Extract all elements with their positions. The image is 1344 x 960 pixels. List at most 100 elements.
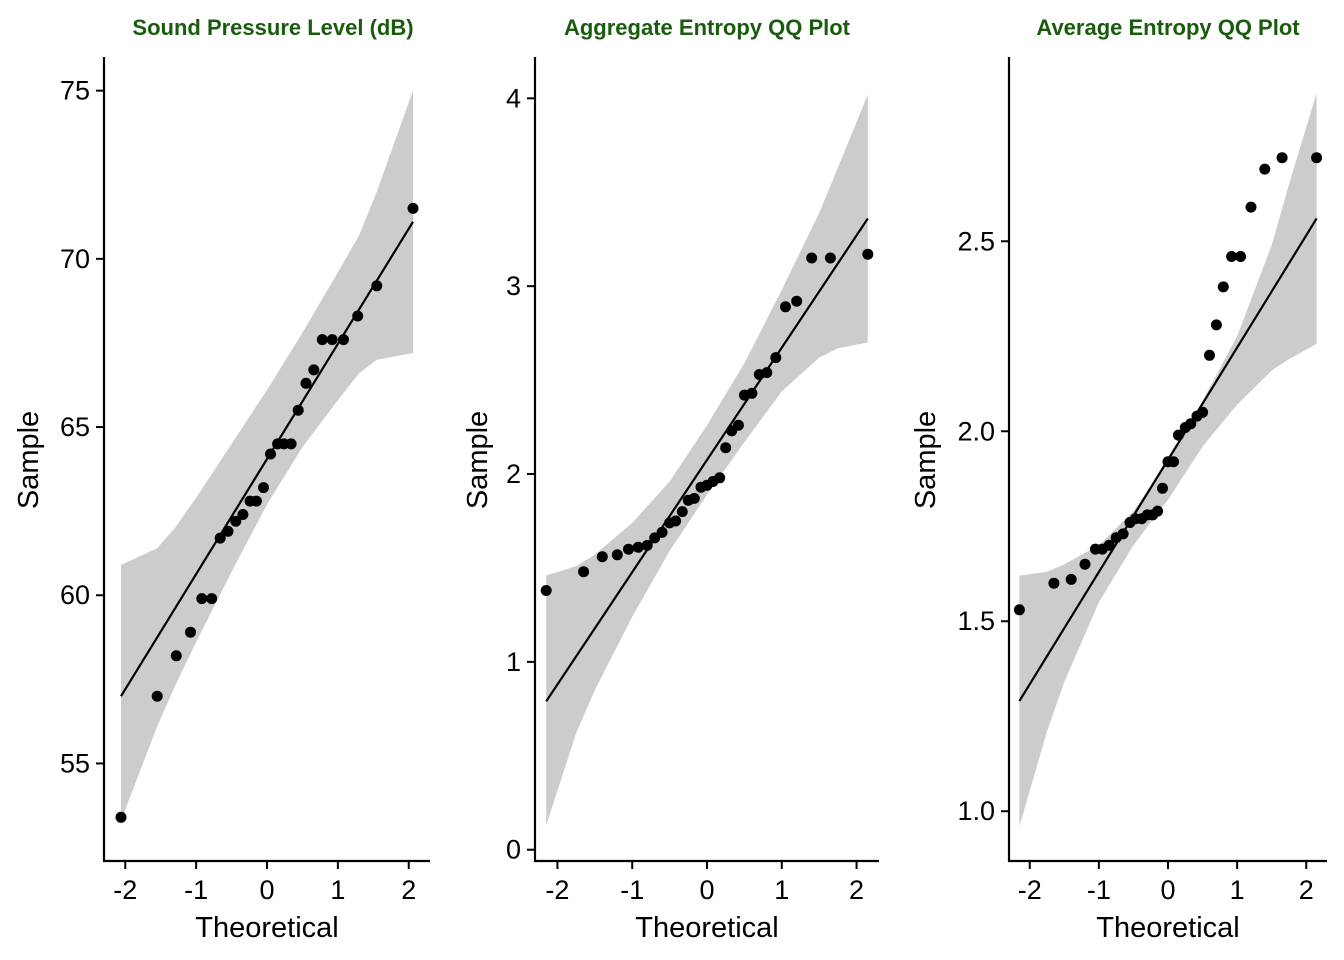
data-point	[670, 515, 682, 527]
y-tick-label: 1.5	[957, 606, 995, 636]
data-point	[300, 377, 312, 389]
x-tick-label: 0	[1160, 875, 1175, 905]
data-point	[352, 310, 364, 322]
panel-title: Sound Pressure Level (dB)	[132, 15, 413, 40]
data-point	[1013, 604, 1025, 616]
panel-aggregate-entropy: Aggregate Entropy QQ Plot Theoretical Sa…	[462, 15, 879, 944]
y-tick-label: 3	[506, 271, 521, 301]
data-point	[1157, 482, 1168, 494]
data-point	[326, 334, 338, 346]
x-tick-label: -1	[620, 875, 644, 905]
data-point	[230, 515, 242, 527]
data-point	[1235, 251, 1247, 262]
y-tick-label: 2	[506, 459, 521, 489]
y-axis-title: Sample	[910, 411, 942, 509]
x-tick-label: 2	[849, 875, 864, 905]
x-axis-title: Theoretical	[635, 912, 778, 944]
data-point	[285, 438, 297, 450]
data-point	[1245, 201, 1257, 213]
y-tick-label: 75	[60, 76, 90, 106]
data-point	[540, 585, 552, 596]
data-point	[265, 448, 276, 460]
data-point	[676, 506, 688, 518]
data-point	[1311, 152, 1323, 164]
data-point	[714, 472, 726, 484]
data-point	[316, 334, 328, 346]
data-point	[1259, 163, 1271, 175]
data-point	[688, 492, 700, 504]
data-point	[371, 280, 383, 292]
data-point	[578, 566, 590, 578]
x-tick-label: -1	[1087, 875, 1111, 905]
x-tick-label: -2	[1018, 875, 1042, 905]
y-tick-label: 65	[60, 412, 90, 442]
data-point	[641, 539, 653, 551]
x-axis-title: Theoretical	[195, 912, 338, 944]
x-tick-label: -1	[184, 875, 208, 905]
y-tick-label: 2.0	[957, 416, 995, 446]
data-point	[237, 509, 249, 520]
y-tick-label: 1	[506, 647, 521, 677]
data-point	[185, 626, 196, 638]
data-point	[1079, 558, 1091, 570]
reference-line	[545, 217, 869, 702]
x-axis-title: Theoretical	[1096, 912, 1239, 944]
data-point	[151, 690, 163, 702]
x-tick-label: 1	[1230, 875, 1245, 905]
data-point	[338, 334, 349, 346]
data-point	[308, 364, 320, 376]
data-point	[1276, 152, 1288, 164]
data-point	[214, 532, 226, 544]
data-point	[1103, 539, 1115, 551]
data-point	[780, 301, 791, 313]
x-tick-label: 0	[699, 875, 714, 905]
data-point	[632, 541, 644, 553]
panel-title: Aggregate Entropy QQ Plot	[564, 15, 851, 40]
y-tick-label: 4	[506, 83, 521, 113]
data-point	[196, 593, 208, 605]
data-point	[761, 367, 773, 379]
data-point	[206, 593, 218, 605]
data-point	[611, 549, 623, 561]
data-point	[222, 525, 234, 537]
y-tick-label: 2.5	[957, 226, 995, 256]
x-tick-label: -2	[545, 875, 569, 905]
x-tick-label: 2	[1299, 875, 1314, 905]
data-point	[250, 495, 262, 507]
data-point	[1210, 319, 1222, 331]
data-point	[1185, 418, 1197, 430]
data-point	[1226, 251, 1238, 262]
data-point	[407, 202, 419, 214]
x-tick-label: -2	[113, 875, 137, 905]
y-tick-label: 70	[60, 244, 90, 274]
y-axis-title: Sample	[13, 411, 45, 509]
data-point	[770, 352, 782, 364]
data-point	[791, 295, 803, 307]
y-tick-label: 0	[506, 835, 521, 865]
data-point	[806, 252, 818, 264]
data-point	[824, 252, 836, 264]
y-tick-label: 1.0	[957, 796, 995, 826]
reference-line	[120, 221, 414, 697]
y-tick-label: 60	[60, 580, 90, 610]
data-point	[1172, 429, 1184, 441]
data-point	[862, 248, 874, 260]
data-point	[1152, 505, 1164, 517]
data-point	[1117, 528, 1129, 540]
panel-title: Average Entropy QQ Plot	[1036, 15, 1300, 40]
data-point	[1065, 573, 1077, 585]
panel-average-entropy: Average Entropy QQ Plot Theoretical Samp…	[910, 15, 1327, 944]
y-axis-title: Sample	[462, 411, 494, 509]
data-point	[596, 551, 608, 563]
data-point	[1048, 577, 1060, 589]
data-point	[623, 543, 634, 555]
x-tick-label: 0	[259, 875, 274, 905]
data-point	[746, 387, 758, 399]
data-point	[732, 419, 744, 431]
data-point	[1197, 406, 1209, 418]
data-point	[1168, 456, 1179, 468]
data-point	[258, 482, 269, 494]
data-point	[292, 404, 304, 416]
data-point	[115, 811, 127, 823]
panel-sound-pressure: Sound Pressure Level (dB) Theoretical Sa…	[13, 15, 430, 944]
